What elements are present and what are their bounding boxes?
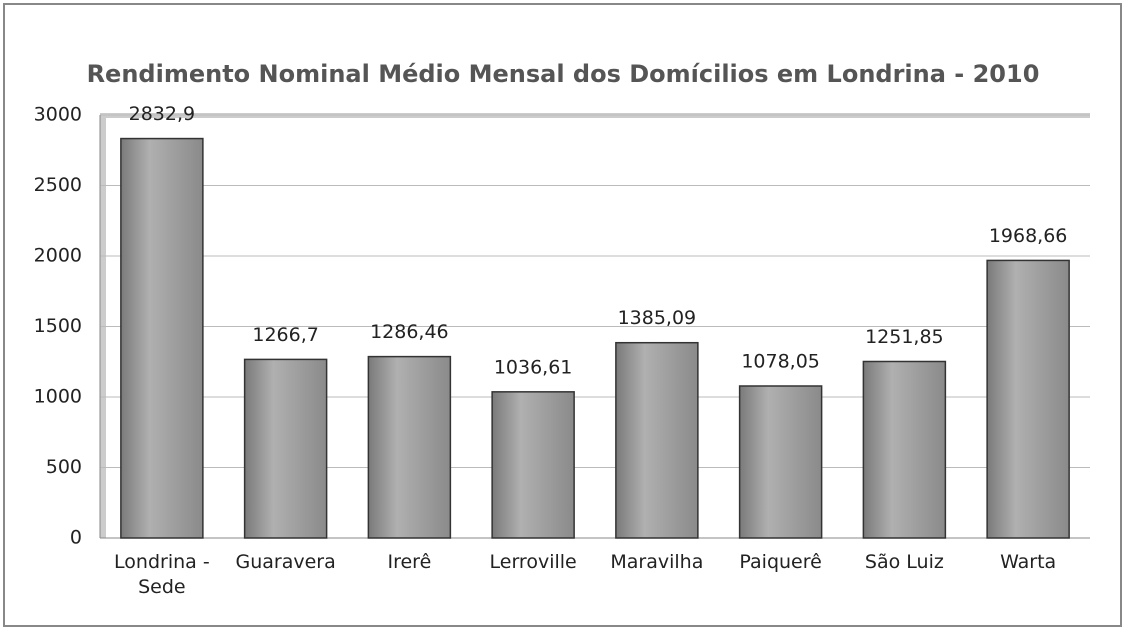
y-tick-label: 1000 <box>34 386 82 408</box>
y-tick-label: 2500 <box>34 174 82 196</box>
x-tick-label: Guaravera <box>235 551 336 573</box>
y-tick-label: 500 <box>46 456 82 478</box>
x-tick-label: Lerroville <box>489 551 577 573</box>
value-label: 1968,66 <box>989 225 1068 247</box>
bar <box>986 259 1070 539</box>
x-tick-label: Paiquerê <box>739 551 822 573</box>
y-tick-label: 2000 <box>34 245 82 267</box>
bar <box>615 341 699 539</box>
bar <box>862 360 947 539</box>
value-label: 1251,85 <box>865 326 944 348</box>
y-tick-label: 1500 <box>34 315 82 337</box>
value-label: 1036,61 <box>494 356 573 378</box>
x-tick-label: Maravilha <box>610 551 704 573</box>
x-tick-label: Warta <box>1000 551 1057 573</box>
bar <box>738 385 823 539</box>
bar <box>491 391 575 539</box>
bar <box>243 358 328 539</box>
value-label: 1286,46 <box>370 321 449 343</box>
chart-title: Rendimento Nominal Médio Mensal dos Domí… <box>87 60 1040 88</box>
y-tick-label: 0 <box>70 527 82 549</box>
x-tick-label: Irerê <box>387 551 432 573</box>
x-tick-label: São Luiz <box>864 551 944 573</box>
value-label: 1385,09 <box>618 307 697 329</box>
value-label: 1266,7 <box>252 324 318 346</box>
x-tick-label: Londrina - Sede <box>114 551 210 598</box>
value-label: 1078,05 <box>741 350 820 372</box>
bar <box>367 355 452 539</box>
bar <box>120 137 204 539</box>
y-tick-label: 3000 <box>34 104 82 126</box>
value-label: 2832,9 <box>129 103 195 125</box>
